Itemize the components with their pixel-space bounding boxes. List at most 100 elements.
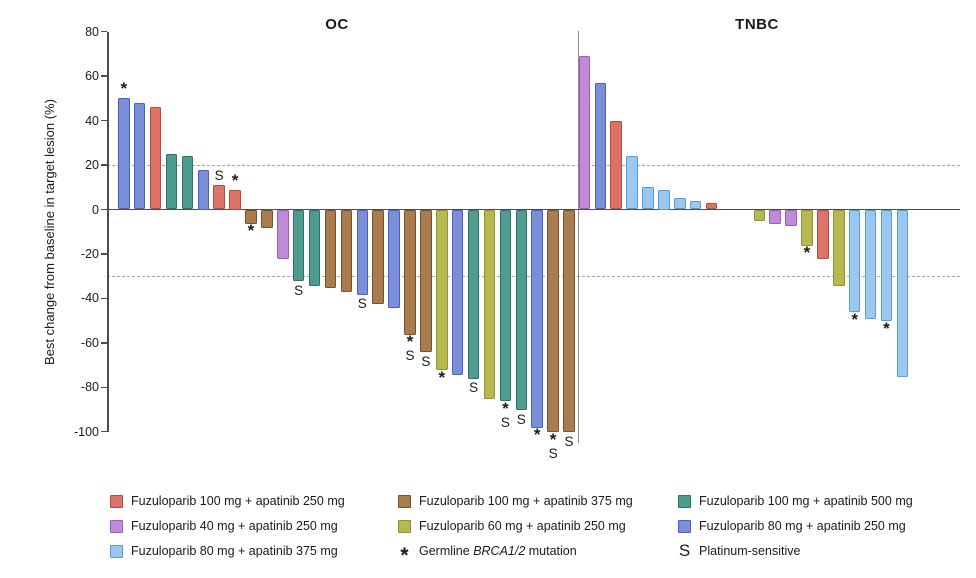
legend-swatch-blue-icon [678, 519, 691, 533]
brca-mutation-marker: * [851, 309, 858, 329]
legend-item-platinum-sensitive: S Platinum-sensitive [678, 541, 801, 560]
bar-tnbc-4 [626, 156, 638, 210]
bar-oc-20 [420, 210, 432, 353]
bar-oc-4 [165, 153, 178, 210]
bar-oc-15 [340, 210, 353, 293]
legend-item-brca-mutation: * Germline BRCA1/2 mutation [398, 543, 577, 567]
y-tick-60 [101, 75, 107, 77]
platinum-sensitive-marker: S [516, 411, 526, 427]
y-tick-label--40: -40 [80, 291, 99, 306]
y-tick-40 [101, 119, 107, 122]
legend-swatch-brown-icon [398, 494, 411, 508]
legend-swatch-purple-icon [110, 519, 123, 533]
panel-title-oc: OC [325, 16, 349, 33]
bar-oc-10 [261, 210, 273, 229]
y-axis-label: Best change from baseline in target lesi… [42, 99, 57, 365]
bar-oc-5 [181, 156, 194, 210]
legend-swatch-lightblue-icon [110, 544, 123, 558]
s-marker-icon: S [678, 541, 691, 560]
legend-item-teal: Fuzuloparib 100 mg + apatinib 500 mg [678, 493, 913, 509]
zero-baseline [107, 208, 960, 211]
bar-tnbc-5 [642, 187, 654, 210]
bar-oc-29 [563, 210, 575, 433]
bar-oc-12 [292, 210, 305, 282]
bar-oc-3 [149, 107, 162, 210]
bar-oc-19 [404, 210, 416, 335]
legend-swatch-red-icon [110, 494, 123, 508]
bar-oc-24 [483, 210, 496, 400]
brca-mutation-marker: * [120, 79, 128, 99]
bar-oc-9 [245, 210, 257, 224]
y-tick-80 [101, 30, 107, 33]
y-tick-label--60: -60 [80, 335, 99, 350]
bar-tnbc-18 [848, 210, 861, 313]
bar-oc-2 [133, 102, 146, 210]
legend-item-blue: Fuzuloparib 80 mg + apatinib 250 mg [678, 518, 906, 534]
legend-label: Fuzuloparib 60 mg + apatinib 250 mg [419, 519, 626, 533]
platinum-sensitive-marker: S [564, 433, 574, 449]
brca-mutation-marker: * [231, 170, 239, 190]
bar-tnbc-2 [594, 82, 607, 210]
brca-mutation-marker: * [438, 367, 446, 387]
y-tick-label--80: -80 [80, 380, 99, 395]
legend-item-brown: Fuzuloparib 100 mg + apatinib 375 mg [398, 493, 633, 509]
bar-tnbc-16 [817, 210, 829, 260]
platinum-sensitive-marker: S [469, 380, 479, 396]
panel-title-tnbc: TNBC [735, 16, 779, 33]
legend-item-purple: Fuzuloparib 40 mg + apatinib 250 mg [110, 518, 338, 534]
bar-oc-17 [372, 210, 384, 304]
legend-item-lightblue: Fuzuloparib 80 mg + apatinib 375 mg [110, 543, 338, 559]
y-tick--100 [101, 430, 107, 433]
legend-label: Fuzuloparib 100 mg + apatinib 500 mg [699, 494, 913, 508]
brca-mutation-marker: * [803, 243, 811, 263]
legend-label: Fuzuloparib 40 mg + apatinib 250 mg [131, 519, 338, 533]
legend-label: Platinum-sensitive [699, 544, 801, 558]
y-tick-label-40: 40 [85, 113, 99, 128]
y-tick--40 [101, 297, 107, 300]
y-tick--80 [101, 386, 107, 389]
bar-oc-28 [547, 210, 559, 433]
bar-tnbc-14 [785, 210, 797, 226]
bar-oc-1 [118, 98, 130, 210]
platinum-sensitive-marker: S [294, 282, 304, 298]
platinum-sensitive-marker: S [548, 445, 558, 461]
bar-oc-23 [467, 210, 480, 380]
y-tick-label-20: 20 [85, 158, 99, 173]
bar-tnbc-6 [658, 189, 670, 210]
bar-oc-27 [531, 210, 543, 429]
y-tick-label-0: 0 [92, 202, 99, 217]
bar-oc-7 [213, 185, 225, 210]
bar-oc-25 [499, 210, 512, 402]
bar-oc-13 [308, 210, 321, 286]
brca-mutation-marker: * [533, 425, 541, 445]
bar-oc-8 [229, 189, 241, 210]
legend-label: Fuzuloparib 100 mg + apatinib 250 mg [131, 494, 345, 508]
bar-tnbc-3 [610, 120, 622, 210]
brca-mutation-marker: * [549, 429, 557, 449]
platinum-sensitive-marker: S [357, 295, 367, 311]
platinum-sensitive-marker: S [405, 347, 415, 363]
legend-label: Germline BRCA1/2 mutation [419, 544, 577, 558]
bar-tnbc-8 [689, 200, 702, 210]
legend-item-yellow: Fuzuloparib 60 mg + apatinib 250 mg [398, 518, 626, 534]
reference-line-20 [107, 165, 960, 167]
panel-divider [577, 30, 579, 443]
bar-tnbc-21 [896, 210, 909, 377]
brca-mutation-marker: * [247, 220, 255, 240]
y-tick--20 [101, 253, 107, 255]
bar-tnbc-9 [705, 202, 718, 210]
platinum-sensitive-marker: S [421, 353, 431, 369]
platinum-sensitive-marker: S [214, 168, 224, 184]
bar-oc-6 [197, 169, 210, 210]
legend-swatch-teal-icon [678, 494, 691, 508]
bar-tnbc-15 [801, 210, 813, 246]
brca-mutation-marker: * [502, 398, 509, 418]
bar-tnbc-17 [833, 210, 845, 286]
asterisk-marker-icon: * [400, 544, 409, 567]
y-axis-line [107, 31, 109, 432]
y-tick-label--20: -20 [80, 246, 99, 261]
legend-label: Fuzuloparib 80 mg + apatinib 375 mg [131, 544, 338, 558]
bar-tnbc-20 [880, 210, 893, 322]
legend-label: Fuzuloparib 100 mg + apatinib 375 mg [419, 494, 633, 508]
